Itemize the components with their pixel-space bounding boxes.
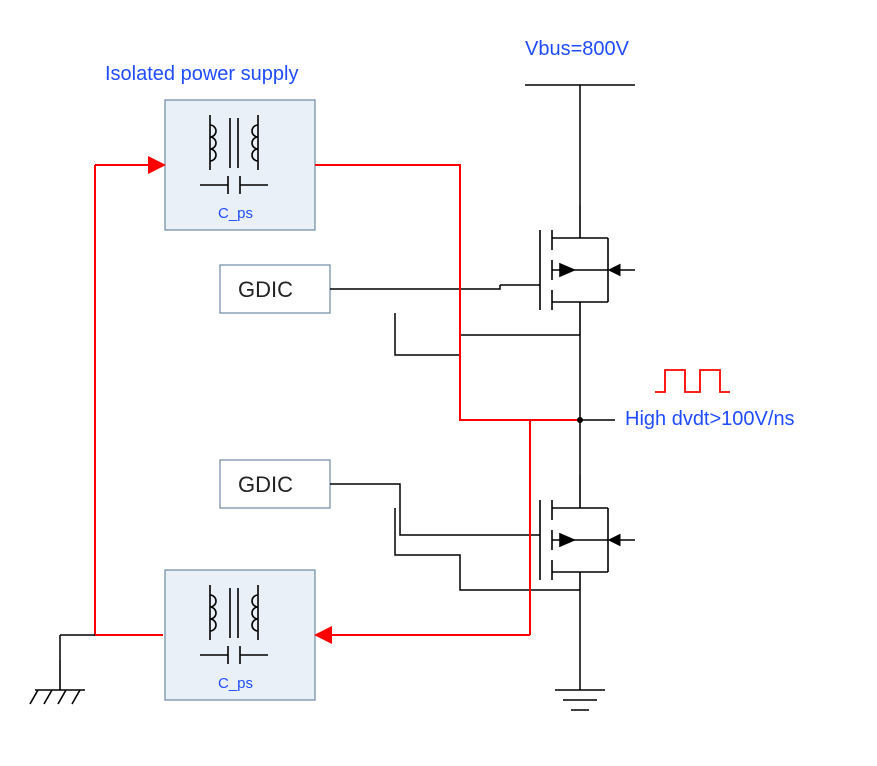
black-wires — [330, 285, 580, 590]
pulse-waveform-icon — [655, 370, 730, 392]
gdic-block-bottom: GDIC — [220, 460, 330, 508]
chassis-ground — [30, 660, 85, 704]
iso-supply-block-top: C_ps — [165, 100, 315, 230]
cps-label-top: C_ps — [218, 205, 253, 222]
mid-node-dot — [577, 417, 583, 423]
vbus-label: Vbus=800V — [525, 38, 630, 60]
mosfet-top — [500, 205, 635, 335]
ground-symbol — [555, 690, 605, 710]
gdic-block-top: GDIC — [220, 265, 330, 313]
iso-supply-block-bottom: C_ps — [165, 570, 315, 700]
gdic-label-top: GDIC — [238, 277, 293, 302]
mosfet-bottom — [500, 475, 635, 590]
circuit-diagram: Isolated power supply Vbus=800V High dvd… — [0, 0, 877, 766]
red-loop — [95, 165, 580, 635]
gdic-label-bottom: GDIC — [238, 472, 293, 497]
dvdt-label: High dvdt>100V/ns — [625, 408, 795, 430]
isolated-supply-label: Isolated power supply — [105, 63, 298, 85]
cps-label-bottom: C_ps — [218, 675, 253, 692]
